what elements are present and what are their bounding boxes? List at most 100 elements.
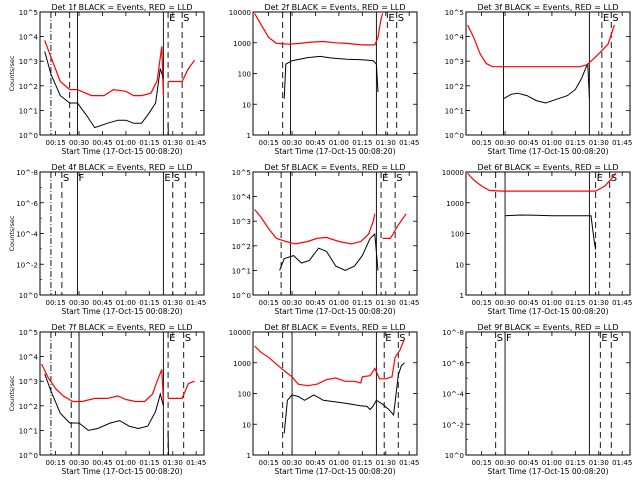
events-series-line <box>504 214 597 250</box>
ytick-label: 10^-4 <box>16 231 38 239</box>
ytick-label: 10^-6 <box>442 360 464 368</box>
ytick-label: 10^0 <box>445 452 464 460</box>
ytick-label: 10000 <box>229 329 251 337</box>
x-axis-label: Start Time (17-Oct-15 00:08:20) <box>487 307 608 316</box>
xtick-label: 00:45 <box>92 459 112 467</box>
lld-series-line <box>254 338 406 387</box>
plot-frame <box>39 11 205 136</box>
marker-label-top: E <box>385 333 391 344</box>
panel-6: 1 10 100 1000 10000 00:15 00:30 00:45 01:00 01:15… <box>442 163 633 316</box>
xtick-label: 01:45 <box>612 299 632 307</box>
ytick-label: 10^-4 <box>442 391 464 399</box>
x-axis-label: Start Time (17-Oct-15 00:08:20) <box>487 147 608 156</box>
ytick-label: 10^3 <box>19 378 38 386</box>
xtick-label: 00:15 <box>472 299 492 307</box>
ytick-label: 1000 <box>446 200 464 208</box>
xtick-label: 01:00 <box>329 139 349 147</box>
xtick-label: 01:30 <box>589 299 609 307</box>
xtick-label: 00:15 <box>472 139 492 147</box>
y-axis-label: Counts/sec <box>8 55 16 91</box>
plot-frame <box>465 171 631 296</box>
xtick-label: 00:45 <box>518 299 538 307</box>
xtick-label: 00:45 <box>92 139 112 147</box>
events-series-line <box>279 233 379 271</box>
ytick-label: 100 <box>451 231 464 239</box>
lld-series-line <box>254 13 384 46</box>
xtick-label: 01:30 <box>163 299 183 307</box>
lld-series-line <box>467 172 617 192</box>
ytick-label: 10^0 <box>19 452 38 460</box>
lld-series-line <box>168 59 196 83</box>
xtick-label: 00:45 <box>92 299 112 307</box>
xtick-label: 01:15 <box>352 299 372 307</box>
ytick-label: 10^5 <box>232 169 251 177</box>
xtick-label: 01:15 <box>565 299 585 307</box>
ytick-label: 10^4 <box>445 34 465 42</box>
ytick-label: 1 <box>247 452 251 460</box>
ytick-label: 10^4 <box>232 194 252 202</box>
ytick-label: 10^2 <box>19 403 38 411</box>
ytick-label: 10^4 <box>19 34 39 42</box>
marker-label-top: S <box>183 13 189 24</box>
xtick-label: 01:00 <box>542 299 562 307</box>
y-axis-label: Counts/sec <box>8 215 16 251</box>
ytick-label: 10^0 <box>232 292 251 300</box>
marker-label-top: E <box>601 333 607 344</box>
panel-title: Det 5f BLACK = Events, RED = LLD <box>264 163 405 172</box>
lld-series-line <box>467 24 615 68</box>
marker-label-top: S <box>63 173 69 184</box>
lld-series-line <box>41 363 164 403</box>
panel-9: 10^0 10^-2 10^-4 10^-6 10^-8 00:15 00:30 00:45 0… <box>442 323 632 476</box>
ytick-label: 10^2 <box>19 83 38 91</box>
panel-title: Det 1f BLACK = Events, RED = LLD <box>51 3 192 12</box>
xtick-label: 01:45 <box>612 459 632 467</box>
xtick-label: 00:15 <box>46 459 66 467</box>
xtick-label: 00:30 <box>69 459 89 467</box>
lld-series-line <box>382 213 407 239</box>
marker-label-top: E <box>164 173 170 184</box>
events-series-line <box>503 63 590 104</box>
ytick-label: 1000 <box>233 40 251 48</box>
events-series-line <box>44 51 164 129</box>
xtick-label: 00:15 <box>46 139 66 147</box>
ytick-label: 10^-8 <box>16 169 38 177</box>
plot-frame <box>252 11 418 136</box>
ytick-label: 10 <box>242 101 251 109</box>
panel-1: 10^0 10^1 10^2 10^3 10^4 10^5 00:15 00:30 00:45 0… <box>8 3 206 156</box>
ytick-label: 10^3 <box>19 58 38 66</box>
marker-label-top: E <box>597 173 603 184</box>
xtick-label: 01:45 <box>399 299 419 307</box>
ytick-label: 10^5 <box>19 9 38 17</box>
ytick-label: 10^5 <box>445 9 464 17</box>
xtick-label: 00:30 <box>282 299 302 307</box>
xtick-label: 01:15 <box>565 139 585 147</box>
xtick-label: 01:30 <box>163 139 183 147</box>
xtick-label: 00:30 <box>495 459 515 467</box>
plot-frame <box>465 11 631 136</box>
events-series-line <box>283 362 405 434</box>
xtick-label: 01:15 <box>352 139 372 147</box>
ytick-label: 10^-8 <box>442 329 464 337</box>
xtick-label: 01:15 <box>352 459 372 467</box>
xtick-label: 00:15 <box>259 299 279 307</box>
ytick-label: 10^5 <box>19 329 38 337</box>
ytick-label: 10000 <box>229 9 251 17</box>
marker-label-top: S <box>396 173 402 184</box>
x-axis-label: Start Time (17-Oct-15 00:08:20) <box>274 147 395 156</box>
xtick-label: 01:00 <box>116 139 136 147</box>
xtick-label: 00:15 <box>46 299 66 307</box>
events-series-line <box>167 430 169 455</box>
marker-label-top: S <box>174 173 180 184</box>
ytick-label: 10^3 <box>445 58 464 66</box>
marker-label-top: S <box>185 333 191 344</box>
marker-label-top: E <box>388 13 394 24</box>
events-series-line <box>44 373 164 431</box>
xtick-label: 00:30 <box>69 299 89 307</box>
xtick-label: 01:00 <box>329 299 349 307</box>
panel-title: Det 9f BLACK = Events, RED = LLD <box>477 323 618 332</box>
xtick-label: 01:00 <box>116 299 136 307</box>
ytick-label: 10^-6 <box>16 200 38 208</box>
xtick-label: 01:45 <box>612 139 632 147</box>
xtick-label: 00:15 <box>472 459 492 467</box>
